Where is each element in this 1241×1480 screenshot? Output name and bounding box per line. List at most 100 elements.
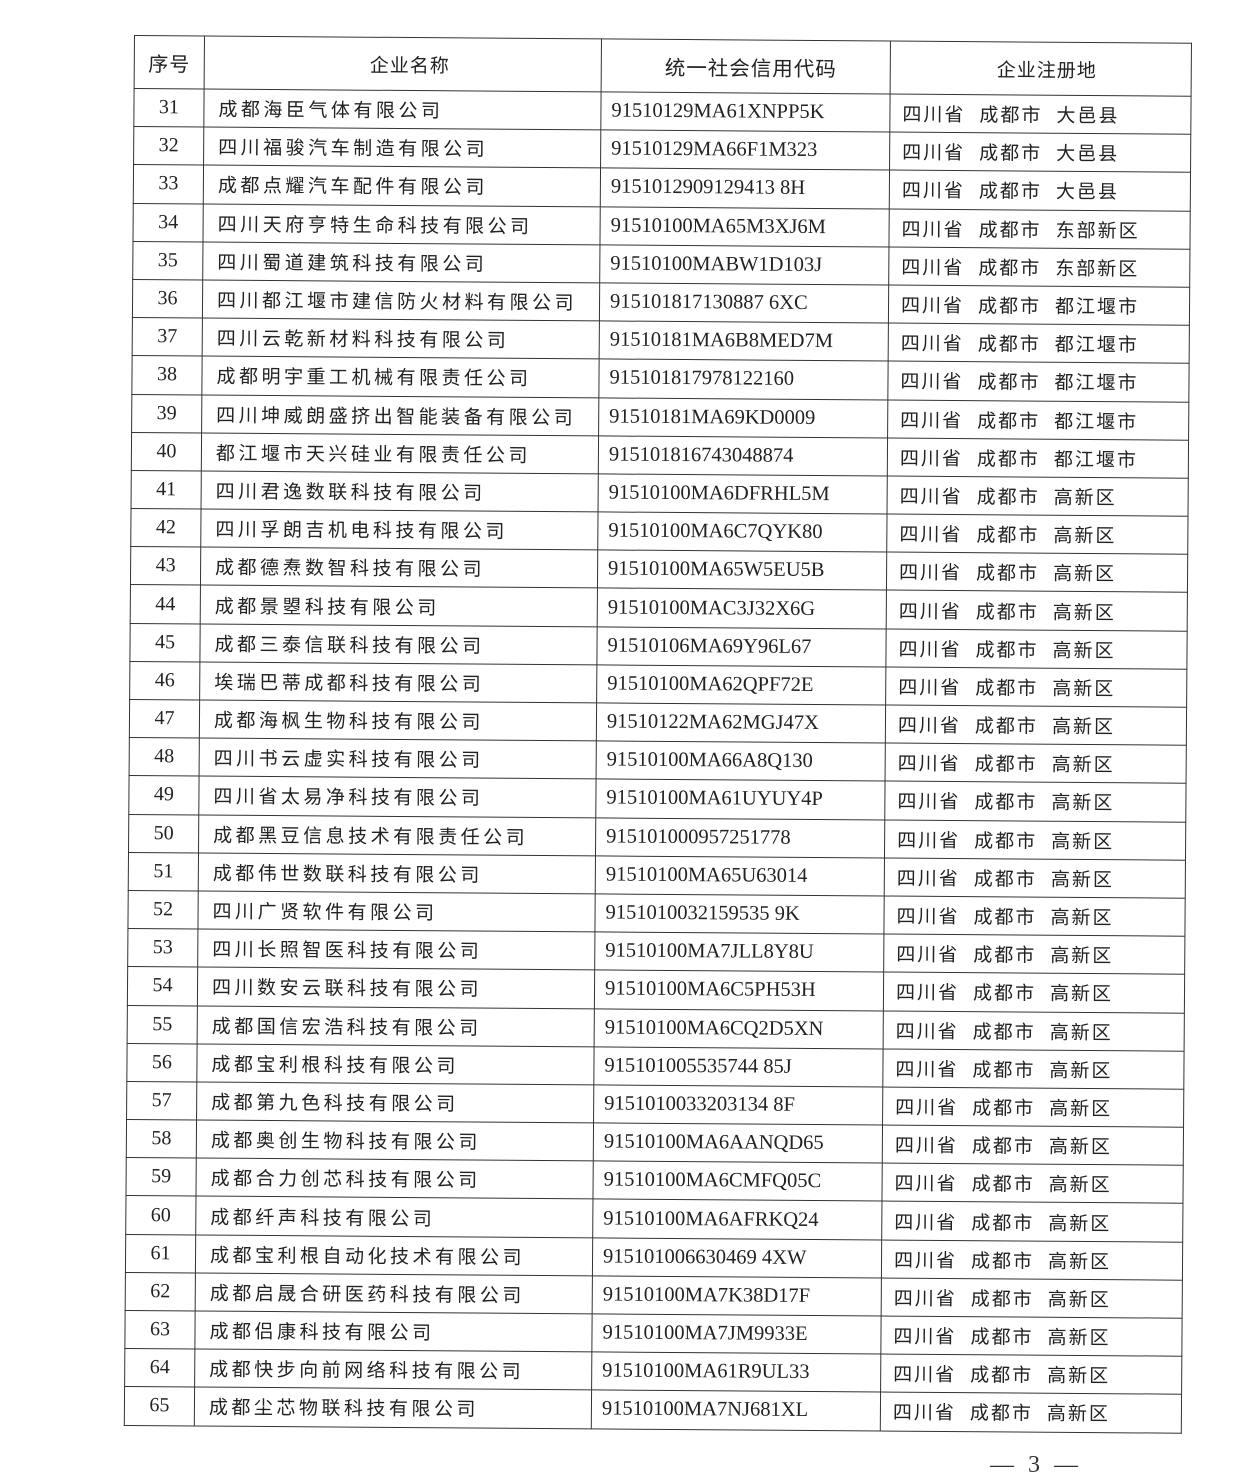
row-district: 高新区 (1051, 830, 1115, 853)
row-credit-code: 91510100MA6DFRHL5M (598, 473, 888, 515)
row-credit-code: 9151010032159535 9K (594, 893, 885, 935)
row-company-name: 成都尘芯物联科技有限公司 (194, 1387, 592, 1429)
row-company-name: 四川数安云联科技有限公司 (197, 967, 595, 1009)
row-province: 四川省 (894, 1134, 958, 1158)
row-credit-code: 91510100MA6AANQD65 (593, 1122, 883, 1164)
row-registration-place: 四川省 成都市 高新区 (881, 1277, 1183, 1319)
row-city: 成都市 (974, 753, 1038, 776)
row-company-name: 成都三泰信联科技有限公司 (199, 623, 598, 665)
row-district: 高新区 (1052, 677, 1116, 701)
row-registration-place: 四川省 成都市 都江堰市 (887, 437, 1189, 479)
row-registration-place: 四川省 成都市 都江堰市 (888, 284, 1190, 326)
row-district: 都江堰市 (1054, 410, 1139, 433)
row-company-name: 成都伟世数联科技有限公司 (198, 852, 596, 894)
row-district: 高新区 (1050, 944, 1114, 968)
row-registration-place: 四川省 成都市 高新区 (880, 1316, 1183, 1357)
row-company-name: 四川长照智医科技有限公司 (197, 929, 595, 971)
row-city: 成都市 (977, 409, 1041, 433)
row-registration-place: 四川省 成都市 高新区 (882, 1048, 1185, 1090)
row-district: 高新区 (1048, 1174, 1112, 1197)
row-province: 四川省 (895, 982, 960, 1005)
row-province: 四川省 (892, 1402, 957, 1425)
row-city: 成都市 (974, 791, 1038, 815)
row-registration-place: 四川省 成都市 高新区 (880, 1392, 1182, 1433)
row-serial: 45 (129, 623, 201, 662)
row-district: 高新区 (1049, 1097, 1113, 1121)
row-registration-place: 四川省 成都市 高新区 (883, 972, 1185, 1013)
row-serial: 48 (129, 737, 200, 777)
row-city: 成都市 (976, 447, 1041, 471)
row-registration-place: 四川省 成都市 高新区 (881, 1163, 1184, 1204)
row-city: 成都市 (970, 1364, 1034, 1387)
row-credit-code: 91510100MA65W5EU5B (597, 550, 887, 591)
row-serial: 62 (125, 1272, 196, 1311)
row-city: 成都市 (972, 1058, 1036, 1082)
row-serial: 46 (129, 661, 200, 700)
row-district: 高新区 (1053, 524, 1117, 548)
row-province: 四川省 (895, 1058, 959, 1081)
row-city: 成都市 (978, 257, 1042, 280)
row-company-name: 成都海臣气体有限公司 (203, 89, 602, 131)
row-company-name: 四川蜀道建筑科技有限公司 (202, 241, 600, 283)
row-credit-code: 91510100MA7JLL8Y8U (594, 932, 884, 973)
row-province: 四川省 (900, 371, 964, 394)
row-company-name: 四川坤威朗盛挤出智能装备有限公司 (201, 394, 599, 436)
row-province: 四川省 (898, 561, 963, 585)
row-city: 成都市 (974, 715, 1039, 738)
row-serial: 60 (125, 1195, 196, 1235)
row-credit-code: 915101816743048874 (598, 435, 888, 476)
row-province: 四川省 (898, 638, 962, 661)
row-company-name: 四川云乾新材料科技有限公司 (202, 318, 600, 360)
header-credit-code: 统一社会信用代码 (601, 38, 891, 95)
row-district: 东部新区 (1055, 257, 1140, 281)
row-serial: 33 (133, 164, 204, 204)
row-city: 成都市 (971, 1211, 1035, 1235)
row-registration-place: 四川省 成都市 高新区 (883, 934, 1185, 975)
row-city: 成都市 (978, 218, 1042, 242)
row-city: 成都市 (975, 677, 1039, 700)
table-row: 65 成都尘芯物联科技有限公司 91510100MA7NJ681XL 四川省 成都市 高新… (124, 1386, 1182, 1433)
row-city: 成都市 (979, 142, 1043, 165)
row-province: 四川省 (898, 676, 962, 699)
row-company-name: 成都宝利根自动化技术有限公司 (195, 1234, 593, 1276)
row-registration-place: 四川省 成都市 高新区 (886, 590, 1188, 631)
row-credit-code: 91510100MA7JM9933E (591, 1313, 882, 1355)
row-city: 成都市 (970, 1249, 1035, 1273)
row-province: 四川省 (901, 218, 965, 241)
row-registration-place: 四川省 成都市 高新区 (884, 781, 1187, 822)
row-registration-place: 四川省 成都市 高新区 (885, 705, 1187, 746)
row-district: 高新区 (1053, 563, 1117, 586)
row-registration-place: 四川省 成都市 高新区 (885, 743, 1187, 784)
row-district: 高新区 (1051, 792, 1115, 815)
row-province: 四川省 (894, 1211, 958, 1234)
table-header-row: 序号 企业名称 统一社会信用代码 企业注册地 (134, 35, 1192, 97)
row-credit-code: 91510100MA7NJ681XL (591, 1390, 881, 1431)
row-serial: 40 (131, 432, 202, 471)
row-serial: 47 (129, 699, 200, 739)
row-province: 四川省 (897, 752, 961, 776)
row-city: 成都市 (977, 333, 1041, 356)
row-registration-place: 四川省 成都市 大邑县 (889, 170, 1191, 211)
row-company-name: 埃瑞巴蒂成都科技有限公司 (199, 661, 597, 703)
row-city: 成都市 (979, 104, 1043, 127)
row-district: 高新区 (1050, 906, 1114, 930)
row-city: 成都市 (972, 982, 1037, 1006)
row-company-name: 四川书云虚实科技有限公司 (199, 738, 597, 780)
row-province: 四川省 (895, 1020, 959, 1043)
row-province: 四川省 (900, 409, 964, 432)
row-company-name: 成都合力创芯科技有限公司 (195, 1158, 594, 1200)
row-city: 成都市 (972, 1020, 1036, 1044)
row-registration-place: 四川省 成都市 高新区 (885, 666, 1187, 708)
row-province: 四川省 (897, 791, 961, 814)
row-credit-code: 91510100MA6AFRKQ24 (592, 1199, 882, 1240)
row-serial: 42 (130, 508, 202, 548)
row-district: 高新区 (1051, 754, 1115, 777)
row-city: 成都市 (977, 371, 1041, 395)
row-registration-place: 四川省 成都市 高新区 (886, 514, 1189, 555)
row-district: 高新区 (1047, 1326, 1111, 1350)
row-city: 成都市 (976, 524, 1040, 547)
row-company-name: 四川孚朗吉机电科技有限公司 (200, 509, 599, 551)
row-city: 成都市 (971, 1173, 1035, 1196)
row-company-name: 成都点耀汽车配件有限公司 (203, 165, 601, 207)
row-credit-code: 91510181MA6B8MED7M (599, 321, 889, 362)
